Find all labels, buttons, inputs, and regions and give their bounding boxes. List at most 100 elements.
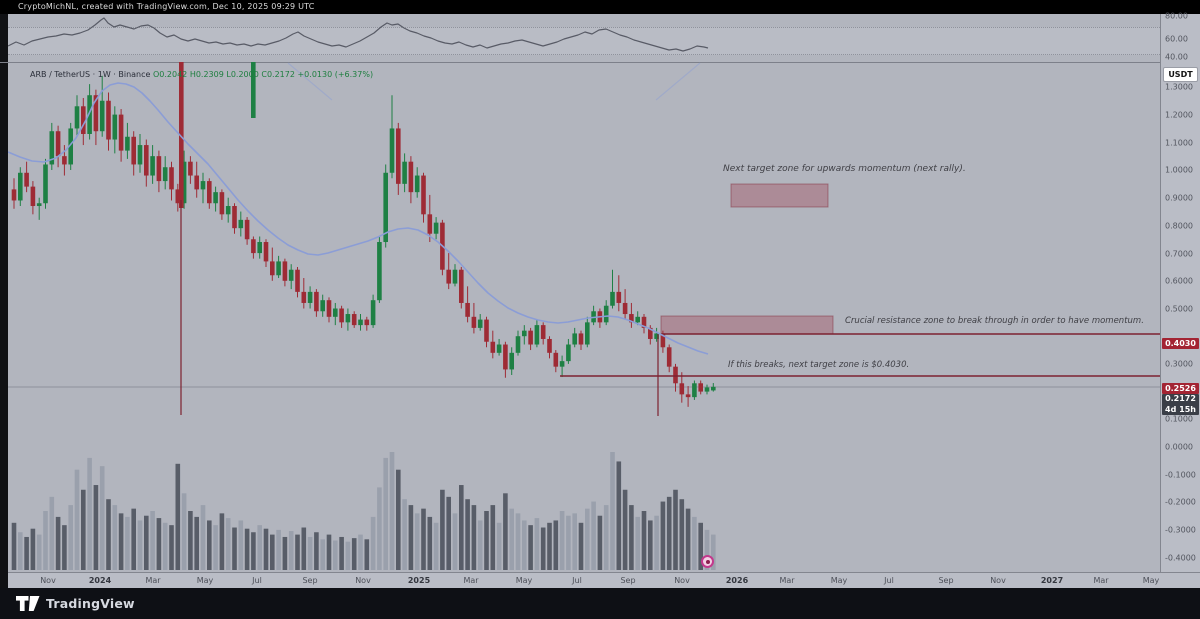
clipped-candle-spike [251,62,256,118]
currency-toggle-button[interactable]: USDT [1163,67,1198,82]
pane-separator[interactable] [0,62,1200,63]
candle-body [257,242,262,254]
candle-body [112,114,118,140]
volume-bar [559,511,565,570]
time-axis-month-label: Mar [463,576,479,585]
volume-bar [219,513,225,570]
volume-bar [666,496,672,570]
candle-body [698,383,703,392]
volume-bar [534,518,540,570]
price-scale-label: 1.1000 [1165,138,1193,148]
candle-body [629,314,634,323]
candle-body [471,316,477,328]
candle-body [238,219,244,229]
volume-bar [547,522,552,570]
candle-body [408,161,414,193]
footer-bar: TradingView [0,588,1200,619]
volume-bar [660,501,666,570]
candle-body [30,186,36,207]
annotation-next-target[interactable]: Next target zone for upwards momentum (n… [723,164,966,174]
attribution-bar: CryptoMichNL, created with TradingView.c… [0,0,1200,14]
time-axis-year-label: 2024 [88,576,112,585]
candle-body [559,361,565,367]
volume-bar [314,532,319,570]
volume-bar [81,489,86,570]
candle-body [534,325,540,345]
price-scale[interactable]: USDT 1.3000 1.2000 1.1000 1.0000 0.9000 0.800… [1160,12,1200,572]
volume-bar [616,461,622,570]
ohlc-values: O0.2042 H0.2309 L0.2000 C0.2172 +0.0130 … [152,70,374,79]
volume-bar [144,515,149,570]
time-axis-month-label: Jul [884,576,894,585]
annotation-resistance[interactable]: Crucial resistance zone to break through… [845,316,1144,326]
time-axis-year-label: 2025 [407,576,431,585]
volume-bar [263,528,269,570]
volume-bar [383,457,388,570]
volume-bar [427,516,433,570]
rsi-scale-label: 60.00 [1165,34,1188,44]
main-chart-canvas[interactable] [8,62,1160,571]
drawing-zone-box [660,315,834,335]
candle-body [263,242,269,262]
candle-body [106,100,111,140]
rsi-pane-canvas[interactable] [8,14,1160,62]
candle-body [370,300,376,326]
volume-bar [477,520,483,570]
candle-body [616,291,622,303]
candle-body [685,394,691,398]
price-scale-label: 0.7000 [1165,249,1193,259]
candle-body [131,136,136,165]
collapsed-toolbar[interactable] [0,14,8,588]
candle-body [175,189,181,204]
candle-body [276,261,281,276]
candle-body [553,352,559,367]
idea-marker-icon[interactable] [701,555,714,568]
bar-countdown: 4d 15h [1165,404,1196,414]
price-scale-label: 0.6000 [1165,276,1193,286]
candle-body [673,366,678,384]
volume-bar [175,463,181,570]
annotation-breakdown[interactable]: If this breaks, next target zone is $0.4… [728,360,910,370]
candle-body [244,219,250,240]
volume-bar [610,452,615,570]
volume-bar [62,525,67,570]
candle-body [414,175,420,193]
tradingview-logo-icon[interactable] [16,596,40,611]
time-axis-year-label: 2027 [1040,576,1064,585]
time-axis[interactable]: Nov 2024 Mar May Jul Sep Nov 2025 Mar May Jul Sep No… [8,572,1200,589]
price-scale-label: 0.0000 [1165,442,1193,452]
volume-bar [370,516,376,570]
volume-bar [118,513,124,570]
candle-body [74,106,80,129]
candle-body [459,269,464,303]
candle-body [62,156,67,165]
trendline-artifact [287,62,333,101]
candle-body [484,319,489,342]
candle-body [465,302,470,317]
candle-body [421,175,426,215]
candle-body [654,333,659,339]
time-axis-month-label: May [830,576,848,585]
price-badge-support: 0.2526 [1162,383,1199,394]
volume-bar [125,516,130,570]
candle-body [345,314,351,323]
volume-bar [503,493,508,570]
candle-body [194,175,199,190]
time-axis-month-label: Nov [674,576,690,585]
volume-bar [207,520,212,570]
volume-bar [591,501,596,570]
symbol-legend[interactable]: ARB / TetherUS · 1W · Binance O0.2042 H0… [30,70,373,81]
volume-bar [402,499,407,570]
volume-bar [629,505,634,570]
candle-body [610,291,615,306]
volume-bar [679,499,685,570]
candle-body [288,269,294,281]
symbol-title[interactable]: ARB / TetherUS · 1W · Binance [30,70,151,79]
volume-bar [528,525,533,570]
candle-body [169,167,174,190]
tradingview-wordmark[interactable]: TradingView [46,596,135,611]
candle-body [282,261,288,281]
price-badge-resistance: 0.4030 [1162,338,1199,349]
candle-body [99,100,105,132]
candle-body [125,136,130,151]
